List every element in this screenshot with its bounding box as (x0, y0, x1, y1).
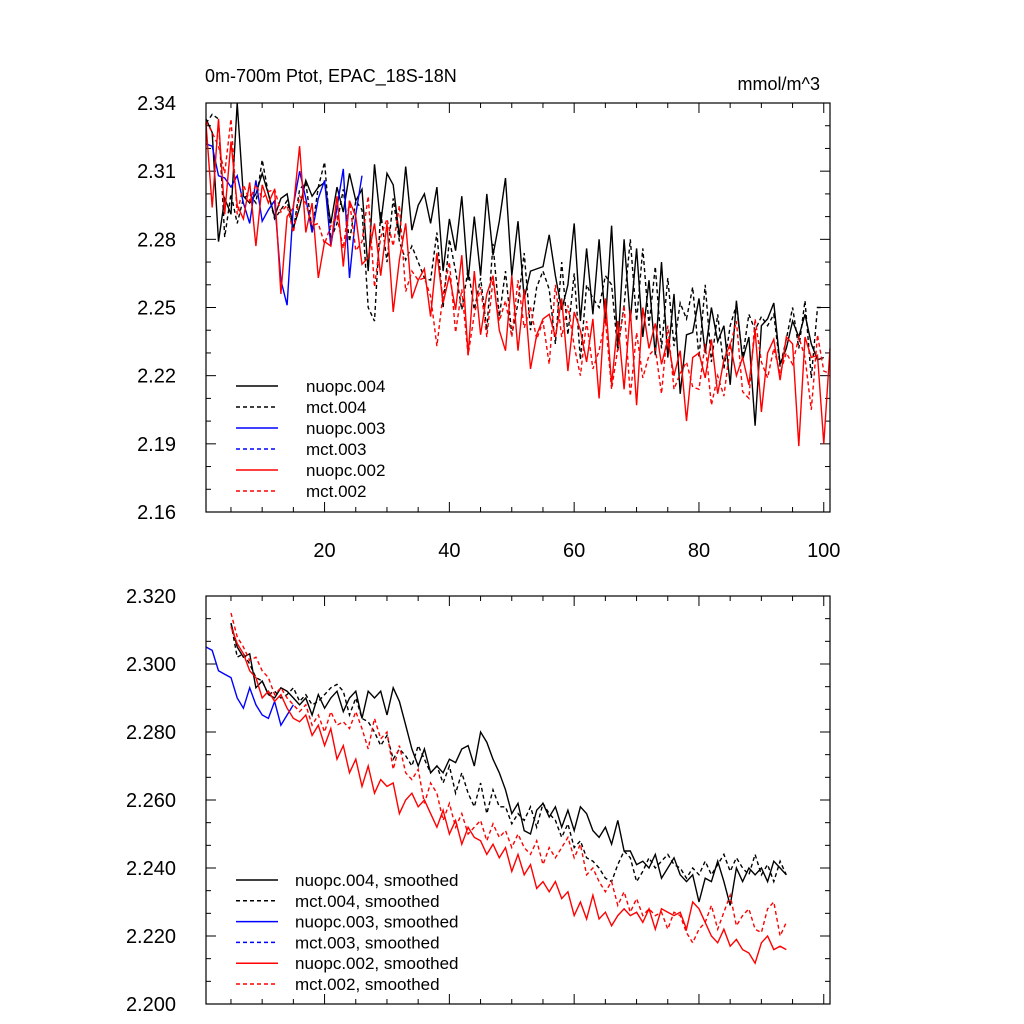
legend-label: mct.002 (306, 482, 366, 501)
x-tick-label: 80 (688, 540, 710, 562)
legend-label: nuopc.003 (306, 419, 385, 438)
legend-label: nuopc.004, smoothed (295, 871, 459, 890)
y-tick-label: 2.19 (137, 434, 176, 456)
x-tick-label: 100 (807, 540, 840, 562)
legend-label: nuopc.002 (306, 461, 385, 480)
y-tick-label: 2.240 (126, 858, 176, 880)
bottom-series-line-nuopc-002-smoothed (230, 626, 787, 965)
bottom-chart-series (205, 612, 787, 965)
legend-label: mct.004 (306, 398, 366, 417)
y-tick-label: 2.320 (126, 586, 176, 608)
y-tick-label: 2.220 (126, 926, 176, 948)
top-chart-plot-frame (205, 102, 831, 513)
y-tick-label: 2.300 (126, 654, 176, 676)
bottom-chart-plot-frame (205, 595, 831, 1005)
y-tick-label: 2.260 (126, 790, 176, 812)
x-tick-label: 60 (563, 540, 585, 562)
y-tick-label: 2.22 (137, 366, 176, 388)
top-chart-title: 0m-700m Ptot, EPAC_18S-18N (205, 66, 457, 87)
x-tick-label: 20 (313, 540, 335, 562)
top-chart-series (205, 102, 831, 447)
y-tick-label: 2.28 (137, 229, 176, 251)
top-series-line-nuopc-004 (205, 102, 825, 426)
y-tick-label: 2.31 (137, 161, 176, 183)
top-chart-ticks: 20 40 60 80 100 2.16 2.19 2.22 2.25 2.28 2.31 2.34 (137, 93, 840, 562)
legend-label: nuopc.004 (306, 377, 385, 396)
legend-label: mct.003, smoothed (295, 933, 440, 952)
y-tick-label: 2.280 (126, 722, 176, 744)
legend-label: nuopc.003, smoothed (295, 913, 459, 932)
top-chart-panel: 0m-700m Ptot, EPAC_18S-18N mmol/m^3 20 40… (137, 66, 840, 562)
bottom-chart-panel: 2.200 2.220 2.240 2.260 2.280 2.300 2.320 nuop… (126, 586, 831, 1016)
top-series-line-nuopc-002 (205, 118, 831, 447)
bottom-series-line-nuopc-004-smoothed (230, 623, 787, 906)
top-chart-legend: nuopc.004 mct.004 nuopc.003 mct.003 nuopc.00… (236, 377, 385, 501)
bottom-chart-ticks: 2.200 2.220 2.240 2.260 2.280 2.300 2.320 (126, 586, 830, 1016)
bottom-series-line-mct-002-smoothed (230, 612, 787, 945)
y-tick-label: 2.25 (137, 298, 176, 320)
bottom-chart-legend: nuopc.004, smoothed mct.004, smoothed nuop… (236, 871, 459, 994)
top-chart-units: mmol/m^3 (738, 74, 820, 94)
legend-label: mct.004, smoothed (295, 892, 440, 911)
y-tick-label: 2.16 (137, 502, 176, 524)
top-series-line-nuopc-003 (205, 143, 363, 306)
top-series-line-mct-004 (205, 113, 824, 378)
legend-label: mct.002, smoothed (295, 975, 440, 994)
legend-label: mct.003 (306, 440, 366, 459)
x-tick-label: 40 (438, 540, 460, 562)
bottom-series-line-nuopc-003-smoothed (205, 646, 294, 727)
y-tick-label: 2.34 (137, 93, 176, 115)
top-series-line-mct-002 (205, 118, 831, 410)
y-tick-label: 2.200 (126, 994, 176, 1016)
legend-label: nuopc.002, smoothed (295, 954, 459, 973)
bottom-series-line-mct-004-smoothed (230, 623, 787, 884)
